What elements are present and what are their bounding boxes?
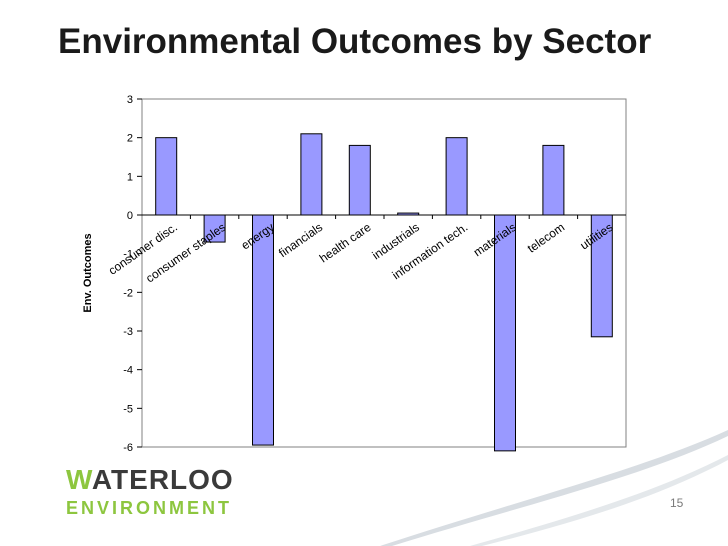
y-tick-label: -2	[123, 287, 133, 299]
plot-area	[141, 98, 627, 448]
bar-information-tech	[445, 137, 468, 216]
y-tick-label: -6	[123, 442, 133, 454]
bars	[155, 133, 613, 452]
y-tick-label: -5	[123, 403, 133, 415]
bar-consumer-disc	[155, 137, 178, 216]
logo-rest: ATERLOO	[91, 464, 234, 495]
slide-title: Environmental Outcomes by Sector	[58, 22, 652, 61]
y-axis-label: Env. Outcomes	[82, 233, 94, 312]
bar-industrials	[397, 212, 420, 216]
bar-materials	[494, 214, 516, 452]
bar-financials	[300, 133, 323, 216]
y-tick-label: 2	[127, 133, 133, 145]
y-tick-label: -4	[123, 365, 133, 377]
logo-first-letter: W	[66, 464, 92, 495]
y-axis: 3 2 1 0 -1 -2 -3 -4 -5 -6	[123, 94, 142, 454]
y-tick-label: -1	[123, 249, 133, 261]
y-tick-label: 0	[127, 210, 133, 222]
y-tick-label: 3	[127, 94, 133, 106]
bar-utilities	[590, 214, 613, 338]
bar-energy	[252, 214, 274, 446]
bar-consumer-staples	[203, 214, 226, 243]
y-tick-label: 1	[127, 171, 133, 183]
bar-telecom	[542, 144, 565, 216]
bar-health-care	[348, 144, 371, 216]
waterloo-environment-logo: WATERLOO ENVIRONMENT	[66, 466, 234, 519]
y-tick-label: -3	[123, 326, 133, 338]
logo-wordmark: WATERLOO	[66, 466, 234, 494]
page-number: 15	[670, 496, 684, 510]
logo-tagline: ENVIRONMENT	[66, 498, 233, 518]
